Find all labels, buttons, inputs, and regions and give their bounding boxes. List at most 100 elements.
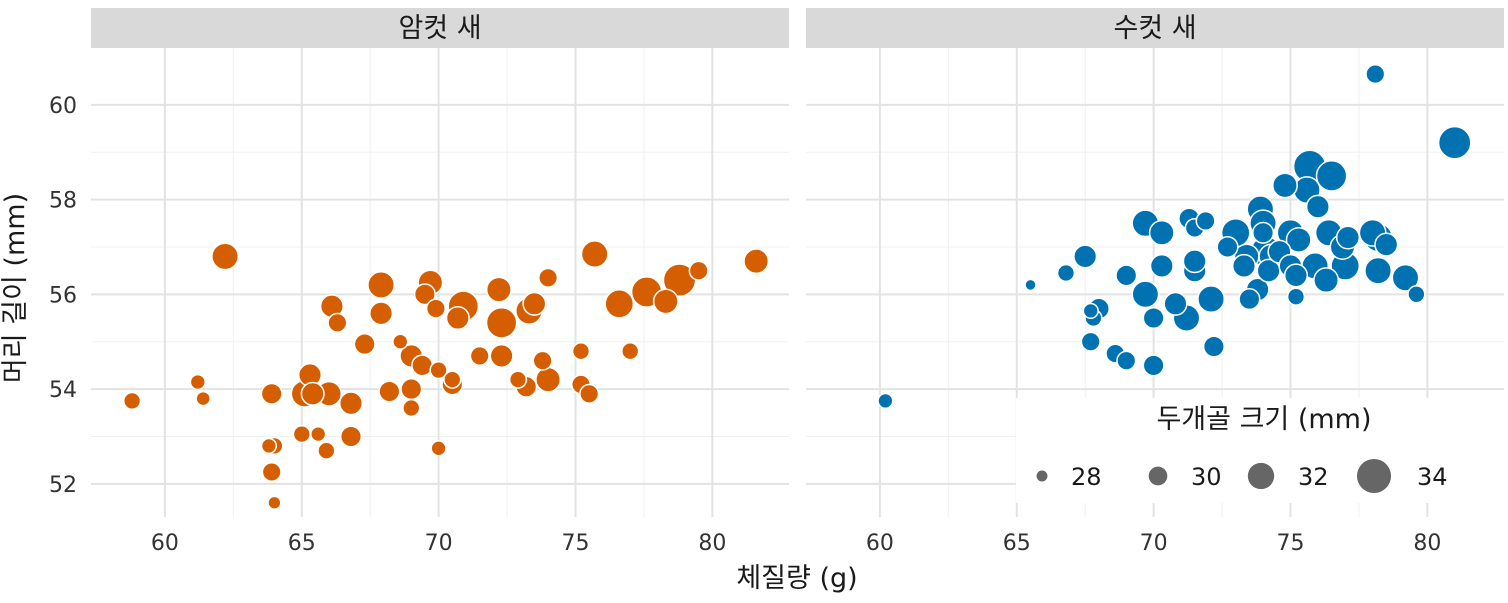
data-point: [571, 342, 591, 361]
data-point: [1272, 172, 1298, 199]
data-point: [260, 382, 283, 405]
size-legend: 두개골 크기 (mm) 28 30 32 34: [1016, 398, 1508, 503]
x-tick-label: 60: [151, 531, 179, 556]
data-point: [1238, 288, 1261, 311]
x-tick-label: 75: [1276, 531, 1304, 556]
facet-strips: 암컷 새 수컷 새: [91, 8, 1504, 48]
y-axis-title: 머리 길이 (mm): [0, 193, 31, 383]
data-point: [1024, 278, 1037, 292]
legend-size-label: 28: [1071, 463, 1102, 491]
y-tick-label: 56: [49, 283, 77, 308]
data-point: [535, 366, 562, 393]
data-point: [1080, 331, 1101, 352]
data-point: [369, 301, 394, 326]
data-point: [338, 391, 364, 416]
x-tick-label: 70: [1140, 531, 1168, 556]
legend-size-label: 32: [1298, 463, 1329, 491]
data-point: [1315, 160, 1348, 192]
data-point: [1231, 253, 1257, 278]
data-point: [392, 333, 409, 350]
x-tick-label: 65: [288, 531, 316, 556]
data-point: [1142, 354, 1165, 377]
data-point: [425, 298, 446, 319]
data-point: [1202, 335, 1225, 358]
data-point: [260, 437, 278, 455]
data-point: [1182, 249, 1207, 274]
y-tick-label: 60: [49, 94, 77, 119]
data-point: [261, 461, 282, 483]
y-tick-label: 54: [49, 378, 77, 403]
data-point: [211, 242, 240, 271]
data-point: [378, 380, 401, 403]
legend-size-dot: [1247, 462, 1275, 490]
data-point: [402, 398, 421, 418]
data-point: [1365, 64, 1386, 85]
data-points: [122, 64, 1472, 510]
data-point: [508, 370, 528, 389]
data-point: [1149, 253, 1174, 278]
data-point: [1364, 256, 1393, 285]
y-tick-label: 52: [49, 473, 77, 498]
x-tick-label: 80: [1413, 531, 1441, 556]
data-point: [339, 425, 363, 448]
legend-size-label: 30: [1191, 463, 1222, 491]
data-point: [367, 270, 396, 299]
strip-background-male: [806, 8, 1504, 48]
data-point: [1056, 263, 1076, 283]
data-point: [580, 240, 609, 269]
legend-size-label: 34: [1417, 463, 1448, 491]
data-point: [1313, 267, 1340, 294]
data-point: [532, 350, 553, 371]
legend-size-dot: [1036, 470, 1048, 482]
data-point: [1116, 350, 1137, 371]
data-point: [652, 288, 679, 315]
data-point: [1115, 264, 1138, 287]
data-point: [317, 441, 336, 460]
data-point: [443, 370, 462, 389]
data-point: [538, 267, 559, 288]
data-point: [1131, 280, 1160, 309]
data-point: [195, 390, 211, 407]
data-point: [1391, 263, 1420, 292]
data-point: [1305, 194, 1330, 219]
strip-label-male: 수컷 새: [1113, 13, 1196, 44]
data-point: [485, 276, 512, 303]
data-point: [1148, 219, 1175, 246]
x-axis-title: 체질량 (g): [736, 563, 857, 594]
data-point: [189, 373, 206, 391]
data-point: [310, 425, 327, 443]
data-point: [579, 383, 600, 404]
x-tick-label: 80: [698, 531, 726, 556]
data-point: [400, 378, 423, 401]
data-point: [522, 291, 547, 316]
data-point: [1197, 285, 1226, 314]
data-point: [688, 260, 709, 281]
tick-labels: 60 65 70 75 80 60 65 70 75 80 52 54 56 58 60: [49, 94, 1441, 556]
data-point: [489, 343, 514, 368]
legend-items: 28 30 32 34: [1036, 458, 1448, 494]
data-point: [469, 345, 490, 366]
x-tick-label: 75: [561, 531, 589, 556]
x-tick-label: 65: [1003, 531, 1031, 556]
data-point: [877, 392, 894, 410]
data-point: [292, 424, 311, 444]
x-tick-label: 70: [425, 531, 453, 556]
data-point: [267, 495, 282, 510]
data-point: [1082, 302, 1099, 320]
data-point: [429, 360, 448, 380]
data-point: [1283, 263, 1309, 288]
data-point: [1286, 287, 1306, 306]
data-point: [621, 342, 640, 361]
data-point: [1437, 125, 1472, 160]
x-tick-label: 60: [866, 531, 894, 556]
data-point: [1073, 244, 1098, 269]
data-point: [122, 391, 142, 411]
data-point: [1374, 232, 1399, 257]
data-point: [300, 381, 325, 406]
data-point: [353, 333, 376, 356]
data-point: [604, 288, 635, 319]
legend-title: 두개골 크기 (mm): [1156, 404, 1371, 435]
data-point: [445, 305, 470, 331]
data-point: [1252, 221, 1275, 244]
